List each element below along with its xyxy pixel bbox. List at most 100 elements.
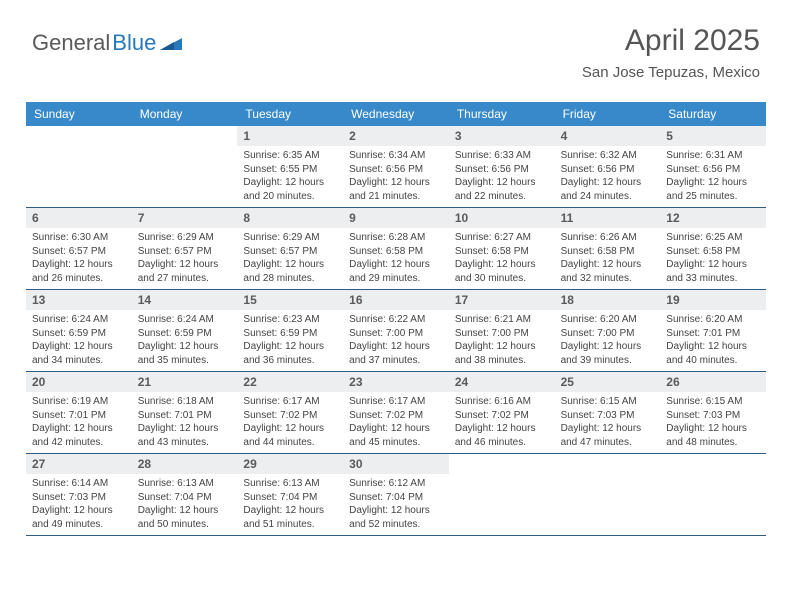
day-cell: 4Sunrise: 6:32 AMSunset: 6:56 PMDaylight…	[555, 126, 661, 207]
daylight-line: Daylight: 12 hours and 51 minutes.	[243, 504, 337, 531]
sunrise-line: Sunrise: 6:12 AM	[349, 477, 443, 491]
day-body: Sunrise: 6:17 AMSunset: 7:02 PMDaylight:…	[237, 392, 343, 453]
day-cell: 13Sunrise: 6:24 AMSunset: 6:59 PMDayligh…	[26, 290, 132, 371]
weekday-saturday: Saturday	[660, 102, 766, 126]
sunset-line: Sunset: 7:02 PM	[349, 409, 443, 423]
title-block: April 2025 San Jose Tepuzas, Mexico	[582, 24, 760, 81]
sunset-line: Sunset: 6:58 PM	[349, 245, 443, 259]
week-row: 6Sunrise: 6:30 AMSunset: 6:57 PMDaylight…	[26, 208, 766, 290]
day-number: 15	[237, 290, 343, 310]
day-number: 24	[449, 372, 555, 392]
sunset-line: Sunset: 7:02 PM	[455, 409, 549, 423]
sunrise-line: Sunrise: 6:29 AM	[243, 231, 337, 245]
day-cell: 5Sunrise: 6:31 AMSunset: 6:56 PMDaylight…	[660, 126, 766, 207]
sunrise-line: Sunrise: 6:35 AM	[243, 149, 337, 163]
sunrise-line: Sunrise: 6:13 AM	[243, 477, 337, 491]
sunset-line: Sunset: 7:03 PM	[32, 491, 126, 505]
day-cell: 29Sunrise: 6:13 AMSunset: 7:04 PMDayligh…	[237, 454, 343, 535]
daylight-line: Daylight: 12 hours and 45 minutes.	[349, 422, 443, 449]
day-number: 6	[26, 208, 132, 228]
day-cell: 17Sunrise: 6:21 AMSunset: 7:00 PMDayligh…	[449, 290, 555, 371]
sunrise-line: Sunrise: 6:20 AM	[561, 313, 655, 327]
day-cell: 3Sunrise: 6:33 AMSunset: 6:56 PMDaylight…	[449, 126, 555, 207]
sunrise-line: Sunrise: 6:29 AM	[138, 231, 232, 245]
sunrise-line: Sunrise: 6:17 AM	[349, 395, 443, 409]
day-cell: 14Sunrise: 6:24 AMSunset: 6:59 PMDayligh…	[132, 290, 238, 371]
day-number: 27	[26, 454, 132, 474]
day-cell: 16Sunrise: 6:22 AMSunset: 7:00 PMDayligh…	[343, 290, 449, 371]
daylight-line: Daylight: 12 hours and 27 minutes.	[138, 258, 232, 285]
daylight-line: Daylight: 12 hours and 37 minutes.	[349, 340, 443, 367]
logo: GeneralBlue	[32, 30, 182, 56]
sunset-line: Sunset: 6:58 PM	[561, 245, 655, 259]
sunset-line: Sunset: 6:55 PM	[243, 163, 337, 177]
empty-cell	[660, 454, 766, 535]
day-body: Sunrise: 6:24 AMSunset: 6:59 PMDaylight:…	[26, 310, 132, 371]
calendar: SundayMondayTuesdayWednesdayThursdayFrid…	[26, 102, 766, 536]
day-number: 29	[237, 454, 343, 474]
daylight-line: Daylight: 12 hours and 48 minutes.	[666, 422, 760, 449]
day-body: Sunrise: 6:13 AMSunset: 7:04 PMDaylight:…	[132, 474, 238, 535]
day-number: 23	[343, 372, 449, 392]
day-number: 19	[660, 290, 766, 310]
sunset-line: Sunset: 6:58 PM	[666, 245, 760, 259]
sunset-line: Sunset: 6:56 PM	[349, 163, 443, 177]
daylight-line: Daylight: 12 hours and 39 minutes.	[561, 340, 655, 367]
day-cell: 1Sunrise: 6:35 AMSunset: 6:55 PMDaylight…	[237, 126, 343, 207]
sunset-line: Sunset: 7:03 PM	[666, 409, 760, 423]
day-body: Sunrise: 6:29 AMSunset: 6:57 PMDaylight:…	[132, 228, 238, 289]
sunset-line: Sunset: 7:00 PM	[455, 327, 549, 341]
sunset-line: Sunset: 6:57 PM	[138, 245, 232, 259]
daylight-line: Daylight: 12 hours and 52 minutes.	[349, 504, 443, 531]
weekday-friday: Friday	[555, 102, 661, 126]
weekday-wednesday: Wednesday	[343, 102, 449, 126]
day-body: Sunrise: 6:24 AMSunset: 6:59 PMDaylight:…	[132, 310, 238, 371]
week-row: 13Sunrise: 6:24 AMSunset: 6:59 PMDayligh…	[26, 290, 766, 372]
day-number: 5	[660, 126, 766, 146]
day-cell: 15Sunrise: 6:23 AMSunset: 6:59 PMDayligh…	[237, 290, 343, 371]
daylight-line: Daylight: 12 hours and 35 minutes.	[138, 340, 232, 367]
sunrise-line: Sunrise: 6:21 AM	[455, 313, 549, 327]
day-cell: 24Sunrise: 6:16 AMSunset: 7:02 PMDayligh…	[449, 372, 555, 453]
day-body: Sunrise: 6:15 AMSunset: 7:03 PMDaylight:…	[555, 392, 661, 453]
sunset-line: Sunset: 7:04 PM	[349, 491, 443, 505]
sunset-line: Sunset: 6:56 PM	[561, 163, 655, 177]
day-body: Sunrise: 6:23 AMSunset: 6:59 PMDaylight:…	[237, 310, 343, 371]
daylight-line: Daylight: 12 hours and 38 minutes.	[455, 340, 549, 367]
daylight-line: Daylight: 12 hours and 47 minutes.	[561, 422, 655, 449]
day-cell: 2Sunrise: 6:34 AMSunset: 6:56 PMDaylight…	[343, 126, 449, 207]
week-row: 20Sunrise: 6:19 AMSunset: 7:01 PMDayligh…	[26, 372, 766, 454]
day-body: Sunrise: 6:14 AMSunset: 7:03 PMDaylight:…	[26, 474, 132, 535]
day-number: 26	[660, 372, 766, 392]
day-number: 28	[132, 454, 238, 474]
day-number: 7	[132, 208, 238, 228]
sunrise-line: Sunrise: 6:28 AM	[349, 231, 443, 245]
daylight-line: Daylight: 12 hours and 44 minutes.	[243, 422, 337, 449]
sunrise-line: Sunrise: 6:31 AM	[666, 149, 760, 163]
day-number: 25	[555, 372, 661, 392]
daylight-line: Daylight: 12 hours and 33 minutes.	[666, 258, 760, 285]
day-cell: 27Sunrise: 6:14 AMSunset: 7:03 PMDayligh…	[26, 454, 132, 535]
daylight-line: Daylight: 12 hours and 32 minutes.	[561, 258, 655, 285]
sunrise-line: Sunrise: 6:14 AM	[32, 477, 126, 491]
day-body: Sunrise: 6:34 AMSunset: 6:56 PMDaylight:…	[343, 146, 449, 207]
daylight-line: Daylight: 12 hours and 21 minutes.	[349, 176, 443, 203]
sunrise-line: Sunrise: 6:15 AM	[666, 395, 760, 409]
day-cell: 9Sunrise: 6:28 AMSunset: 6:58 PMDaylight…	[343, 208, 449, 289]
day-cell: 8Sunrise: 6:29 AMSunset: 6:57 PMDaylight…	[237, 208, 343, 289]
day-cell: 12Sunrise: 6:25 AMSunset: 6:58 PMDayligh…	[660, 208, 766, 289]
empty-cell	[555, 454, 661, 535]
day-cell: 10Sunrise: 6:27 AMSunset: 6:58 PMDayligh…	[449, 208, 555, 289]
daylight-line: Daylight: 12 hours and 24 minutes.	[561, 176, 655, 203]
day-cell: 28Sunrise: 6:13 AMSunset: 7:04 PMDayligh…	[132, 454, 238, 535]
day-body: Sunrise: 6:27 AMSunset: 6:58 PMDaylight:…	[449, 228, 555, 289]
day-body: Sunrise: 6:33 AMSunset: 6:56 PMDaylight:…	[449, 146, 555, 207]
sunrise-line: Sunrise: 6:23 AM	[243, 313, 337, 327]
sunrise-line: Sunrise: 6:34 AM	[349, 149, 443, 163]
daylight-line: Daylight: 12 hours and 22 minutes.	[455, 176, 549, 203]
weekday-header: SundayMondayTuesdayWednesdayThursdayFrid…	[26, 102, 766, 126]
header: GeneralBlue April 2025 San Jose Tepuzas,…	[0, 0, 792, 82]
day-cell: 26 Sunrise: 6:15 AMSunset: 7:03 PMDayligh…	[660, 372, 766, 453]
day-body: Sunrise: 6:13 AMSunset: 7:04 PMDaylight:…	[237, 474, 343, 535]
day-number: 18	[555, 290, 661, 310]
